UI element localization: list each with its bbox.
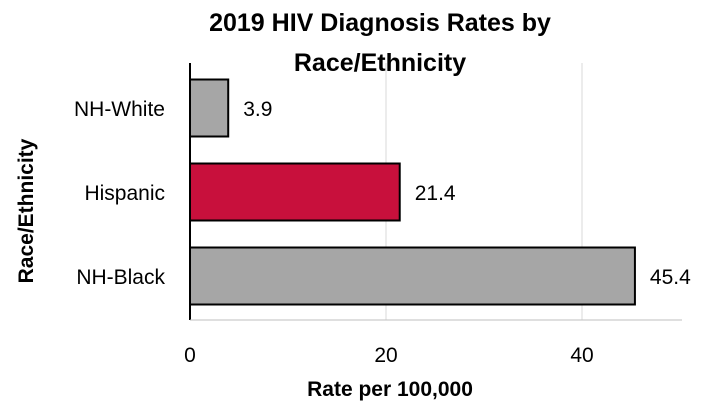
- chart-title-line-1: 2019 HIV Diagnosis Rates by: [209, 9, 551, 37]
- category-label-1: Hispanic: [84, 182, 165, 205]
- category-label-2: NH-Black: [76, 266, 165, 289]
- chart-title-line-2: Race/Ethnicity: [293, 49, 467, 77]
- data-label-1: 21.4: [415, 182, 456, 205]
- bar-2: [189, 246, 636, 306]
- data-label-0: 3.9: [243, 98, 272, 121]
- x-tick-label-2: 40: [570, 344, 593, 367]
- bar-1: [189, 162, 401, 222]
- x-axis-label: Rate per 100,000: [307, 378, 473, 401]
- y-axis-label: Race/Ethnicity: [15, 138, 38, 284]
- x-tick-label-0: 0: [184, 344, 196, 367]
- x-tick-label-1: 20: [374, 344, 397, 367]
- data-label-2: 45.4: [650, 266, 691, 289]
- bar-0: [189, 78, 230, 138]
- category-label-0: NH-White: [74, 98, 165, 121]
